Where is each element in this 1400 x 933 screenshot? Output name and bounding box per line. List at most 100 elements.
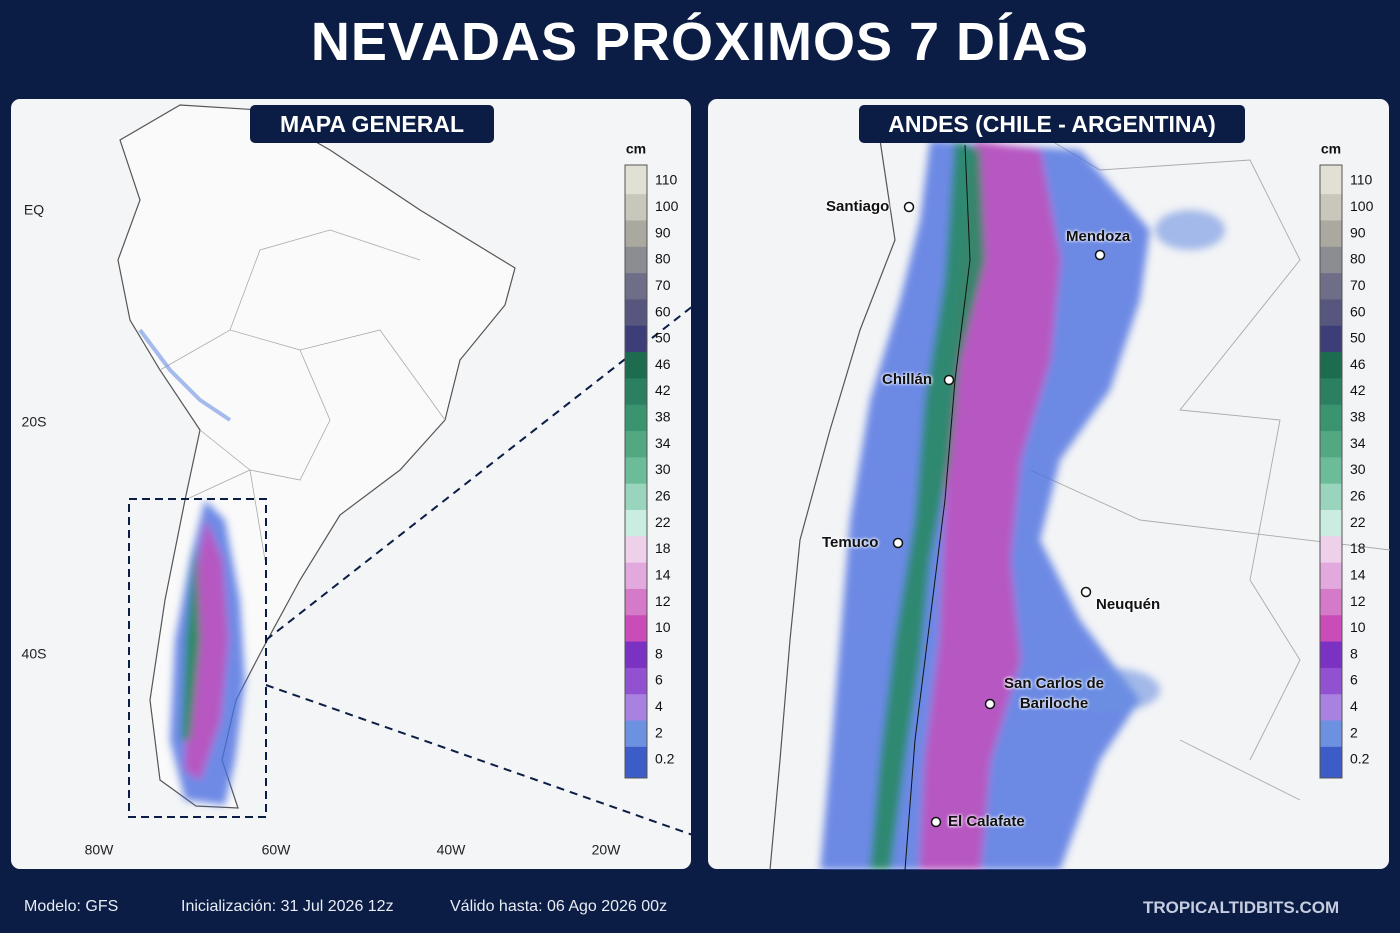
legend-swatch [1320,299,1342,327]
legend-label: 60 [1350,303,1366,319]
legend-label: 2 [655,724,663,740]
legend-swatch [1320,588,1342,616]
legend-swatch [625,431,647,458]
legend-label: 6 [655,672,663,688]
legend-label: 80 [655,251,671,267]
legend-swatch [1320,246,1342,274]
legend-label: 46 [655,356,671,372]
lon-label: 60W [262,842,292,858]
legend-swatch [625,194,647,221]
legend-label: 80 [1350,251,1366,267]
legend-label: 18 [655,540,671,556]
city-label: Temuco [822,534,879,551]
continent-map [117,104,516,818]
zoom-line [265,684,708,841]
legend-swatch [625,246,647,274]
legend-label: 110 [655,172,678,188]
legend-swatch [625,588,647,616]
legend-swatch [1320,431,1342,458]
init-info: Inicialización: 31 Jul 2026 12z [181,898,394,915]
legend-swatch [1320,483,1342,511]
legend-label: 60 [655,303,671,319]
lon-label: 40W [437,842,467,858]
city-label: Mendoza [1066,228,1131,245]
legend-label: 34 [655,435,671,451]
legend-label: 26 [655,488,671,504]
legend-label: 38 [655,409,671,425]
legend-label: 38 [1350,409,1366,425]
legend-unit: cm [626,141,646,157]
source: TROPICALTIDBITS.COM [1143,898,1340,917]
city-label: Neuquén [1096,596,1161,613]
legend-swatch [625,720,647,748]
legend-label: 100 [1350,198,1374,214]
lat-label: 40S [22,646,47,662]
legend-swatch [625,562,647,590]
legend-label: 12 [1350,593,1366,609]
legend-swatch [1320,562,1342,590]
legend-label: 42 [1350,382,1366,398]
valid-info: Válido hasta: 06 Ago 2026 00z [450,898,668,915]
city-label: Chillán [882,371,933,388]
legend-label: 12 [655,593,671,609]
legend-label: 30 [655,461,671,477]
legend-swatch [625,641,647,669]
city-marker [930,816,942,828]
legend-swatch [625,352,647,379]
lat-label: 20S [22,414,47,430]
legend-swatch [625,165,647,195]
legend-frame [624,164,648,779]
legend-label: 50 [655,330,671,346]
lon-label: 80W [85,842,115,858]
legend-label: 14 [1350,566,1366,582]
legend-swatch [625,746,647,779]
legend-swatch [625,483,647,511]
city-marker [1080,586,1092,598]
legend-label: 46 [1350,356,1366,372]
legend-label: 110 [1350,172,1373,188]
legend-swatch [1320,536,1342,564]
legend-swatch [625,667,647,695]
legend-swatch [625,273,647,300]
legend-unit: cm [1321,141,1341,157]
andes-map [769,139,1390,870]
legend-label: 0.2 [1350,751,1370,767]
legend-swatch [1320,720,1342,748]
legend-label: 22 [1350,514,1366,530]
legend-swatch [1320,404,1342,432]
legend-label: 30 [1350,461,1366,477]
legend-label: 6 [1350,672,1358,688]
legend-swatch [625,299,647,327]
city-label: Santiago [826,198,890,215]
legend-label: 90 [655,224,671,240]
legend-label: 4 [655,698,663,714]
legend-swatch [625,536,647,564]
legend-label: 34 [1350,435,1366,451]
legend-label: 0.2 [655,751,675,767]
legend-swatch [625,694,647,722]
legend-swatch [1320,220,1342,248]
legend-swatch [1320,378,1342,406]
legend-label: 2 [1350,724,1358,740]
city-marker [1094,249,1106,261]
legend-swatch [625,378,647,406]
legend-frame [1319,164,1343,779]
legend-label: 42 [655,382,671,398]
legend-swatch [625,615,647,643]
panel-title: ANDES (CHILE - ARGENTINA) [859,105,1245,143]
city-marker [903,201,915,213]
legend-swatch [625,457,647,485]
legend-swatch [1320,615,1342,643]
legend-label: 26 [1350,488,1366,504]
city-label: El Calafate [948,813,1025,830]
legend-label: 22 [655,514,671,530]
city-marker [892,537,904,549]
legend-label: 14 [655,566,671,582]
legend-swatch [1320,273,1342,300]
legend-label: 18 [1350,540,1366,556]
legend-label: 10 [1350,619,1366,635]
legend-label: 70 [1350,277,1366,293]
panel-title: MAPA GENERAL [250,105,494,143]
